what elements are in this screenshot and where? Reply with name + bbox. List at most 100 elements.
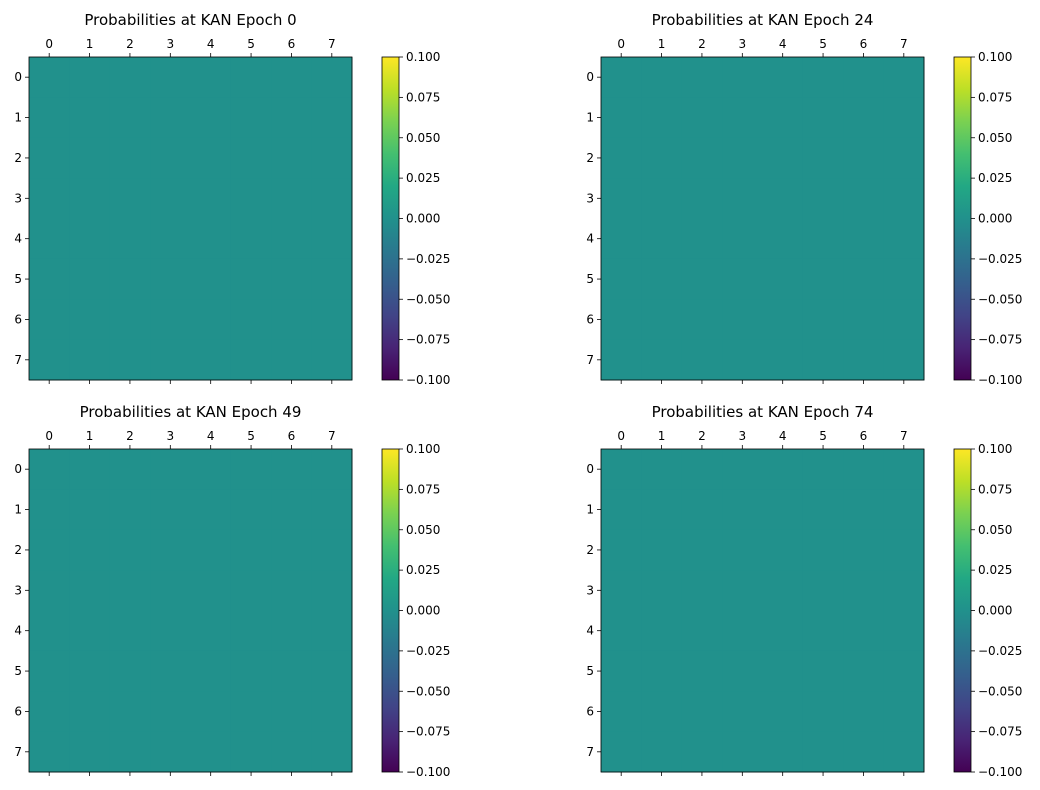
heatmap-cell <box>802 529 844 571</box>
x-tick-label: 4 <box>207 37 215 51</box>
heatmap-cell <box>29 610 70 652</box>
heatmap-cell <box>762 178 804 219</box>
heatmap-panel-3: Probabilities at KAN Epoch 74 0 1 2 3 4 5 6 7 0 1 2… <box>586 403 1022 779</box>
colorbar-tick-label: −0.025 <box>978 644 1022 658</box>
heatmap-cell <box>641 610 683 652</box>
colorbar-tick-label: 0.100 <box>978 50 1012 64</box>
heatmap-cell <box>69 570 111 611</box>
heatmap-cell <box>69 258 111 300</box>
heatmap-cell <box>109 137 151 179</box>
heatmap-cell <box>601 299 642 341</box>
colorbar-tick-label: −0.100 <box>978 373 1022 387</box>
heatmap-cell <box>681 299 723 341</box>
y-tick-label: 0 <box>14 462 22 476</box>
y-tick-label: 5 <box>14 272 22 286</box>
heatmap-cell <box>762 137 804 179</box>
x-tick-label: 4 <box>207 429 215 443</box>
colorbar-tick-label: 0.025 <box>406 171 440 185</box>
y-tick-label: 0 <box>14 70 22 84</box>
x-tick-label: 7 <box>900 37 908 51</box>
heatmap-cell <box>150 137 191 179</box>
x-tick-label: 6 <box>288 37 296 51</box>
heatmap-cell <box>271 529 313 571</box>
x-tick-label: 2 <box>698 37 706 51</box>
y-tick-label: 7 <box>586 745 594 759</box>
heatmap-cell <box>190 489 232 531</box>
y-tick-label: 4 <box>586 232 594 246</box>
heatmap-cell <box>601 610 642 652</box>
heatmap-cell <box>722 650 763 692</box>
panel-title: Probabilities at KAN Epoch 74 <box>652 403 874 421</box>
heatmap-cell <box>641 489 683 531</box>
heatmap-cell <box>641 218 683 260</box>
heatmap-cell <box>109 178 151 219</box>
heatmap-cell <box>762 610 804 652</box>
heatmap-cell <box>69 339 111 381</box>
y-tick-label: 2 <box>586 151 594 165</box>
heatmap-cell <box>601 178 642 219</box>
axes-frame <box>600 56 925 381</box>
heatmap-cell <box>190 691 232 733</box>
heatmap-cell <box>271 218 313 260</box>
heatmap-cell <box>843 218 885 260</box>
heatmap-panel-0: Probabilities at KAN Epoch 0 0 1 2 3 4 5 6 7 0 1 2 3… <box>14 11 450 387</box>
y-tick-label: 1 <box>586 503 594 517</box>
heatmap-cell <box>311 691 353 733</box>
heatmap-cell <box>109 57 151 98</box>
x-tick-label: 5 <box>819 429 827 443</box>
y-tick-label: 0 <box>586 70 594 84</box>
heatmap-cell <box>109 650 151 692</box>
y-tick-label: 6 <box>14 312 22 326</box>
axes-frame <box>600 448 925 773</box>
heatmap-cell <box>271 650 313 692</box>
heatmap-cell <box>641 137 683 179</box>
heatmap-cell <box>271 570 313 611</box>
heatmap-cell <box>230 691 272 733</box>
heatmap-cell <box>722 178 763 219</box>
x-tick-label: 7 <box>328 429 336 443</box>
heatmap-cell <box>230 57 272 98</box>
colorbar-tick-label: −0.025 <box>406 644 450 658</box>
heatmap-cell <box>150 449 191 490</box>
heatmap-cell <box>883 489 925 531</box>
heatmap-cell <box>230 489 272 531</box>
heatmap-cell <box>230 218 272 260</box>
colorbar <box>382 449 399 772</box>
heatmap-cell <box>722 137 763 179</box>
heatmap-cell <box>722 258 763 300</box>
colorbar-tick-label: 0.000 <box>406 212 440 226</box>
heatmap-cell <box>762 529 804 571</box>
heatmap-cell <box>883 178 925 219</box>
colorbar-tick-label: 0.100 <box>406 442 440 456</box>
y-tick-label: 2 <box>14 543 22 557</box>
heatmap-cell <box>150 339 191 381</box>
colorbar-tick-label: 0.000 <box>406 604 440 618</box>
heatmap-cell <box>29 731 70 773</box>
heatmap-cell <box>271 691 313 733</box>
heatmap-cell <box>681 339 723 381</box>
colorbar-tick-label: 0.050 <box>978 523 1012 537</box>
heatmap-cell <box>802 299 844 341</box>
x-tick-label: 1 <box>86 429 94 443</box>
heatmap-cell <box>190 570 232 611</box>
heatmap-cell <box>271 97 313 139</box>
heatmap-cell <box>69 137 111 179</box>
heatmap-cell <box>230 731 272 773</box>
heatmap-cell <box>150 258 191 300</box>
heatmap-cell <box>29 218 70 260</box>
heatmap-cell <box>681 529 723 571</box>
heatmap-cell <box>109 570 151 611</box>
heatmap-cell <box>150 610 191 652</box>
heatmap-cell <box>681 97 723 139</box>
heatmap-cell <box>641 570 683 611</box>
heatmap-cell <box>762 97 804 139</box>
x-tick-label: 7 <box>900 429 908 443</box>
heatmap-cell <box>883 570 925 611</box>
heatmap-cell <box>109 218 151 260</box>
colorbar-tick-label: 0.000 <box>978 604 1012 618</box>
heatmap-cell <box>29 529 70 571</box>
heatmap-cell <box>641 97 683 139</box>
heatmap-cell <box>722 489 763 531</box>
y-tick-label: 0 <box>586 462 594 476</box>
